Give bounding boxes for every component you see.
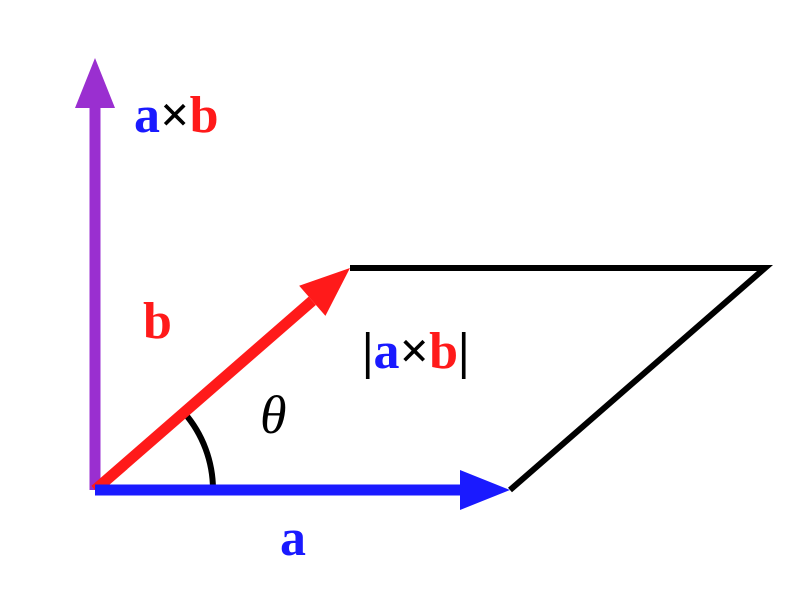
vector-axb — [75, 58, 115, 490]
label-area: |a×b| — [362, 323, 469, 380]
theta-arc — [184, 413, 213, 490]
label-axb: a×b — [134, 87, 219, 144]
vector-a — [95, 470, 510, 510]
label-a: a — [280, 510, 306, 567]
label-b: b — [143, 293, 172, 350]
cross-product-diagram: a b a×b |a×b| θ — [0, 0, 794, 594]
vector-b — [95, 268, 350, 490]
label-theta: θ — [260, 385, 287, 445]
